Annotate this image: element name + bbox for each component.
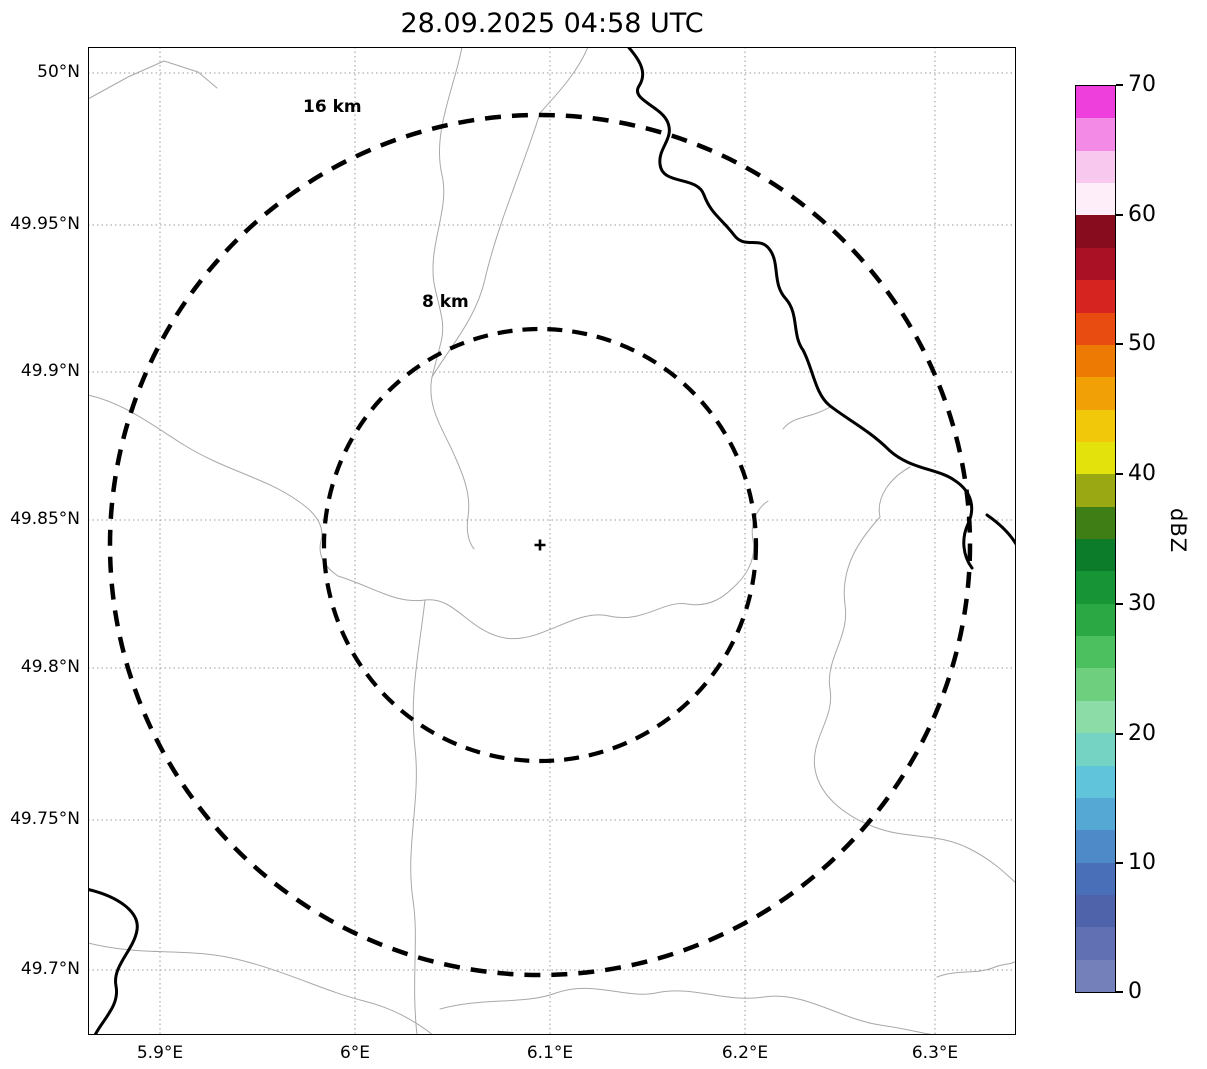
colorbar-segment — [1076, 377, 1115, 410]
boundary-line — [936, 960, 1016, 978]
colorbar-segment — [1076, 247, 1115, 281]
colorbar-segment — [1076, 215, 1115, 248]
graticule-gridlines — [88, 47, 1016, 1035]
colorbar-segment — [1076, 700, 1115, 734]
colorbar-tick — [1116, 343, 1123, 345]
colorbar-tick-label: 60 — [1128, 202, 1156, 227]
inner-ring-label: 8 km — [422, 292, 469, 312]
y-axis-tick-label: 49.7°N — [20, 959, 80, 979]
admin-boundaries — [88, 47, 1016, 1035]
colorbar-segment — [1076, 733, 1115, 766]
boundary-line — [431, 47, 589, 378]
boundary-line — [88, 394, 339, 577]
colorbar-tick-label: 50 — [1128, 331, 1156, 356]
colorbar-tick-label: 40 — [1128, 461, 1156, 486]
outer-ring-label: 16 km — [303, 97, 362, 117]
colorbar-segment — [1076, 344, 1115, 378]
colorbar-tick — [1116, 214, 1123, 216]
colorbar-segment — [1076, 86, 1115, 119]
y-axis-tick-label: 49.75°N — [10, 809, 80, 829]
colorbar-segment — [1076, 474, 1115, 507]
x-axis-tick-label: 6.2°E — [721, 1043, 769, 1063]
y-axis-tick-label: 50°N — [37, 62, 80, 82]
colorbar-segment — [1076, 636, 1115, 669]
plot-title: 28.09.2025 04:58 UTC — [400, 8, 704, 39]
colorbar-segment — [1076, 409, 1115, 442]
range-ring-16km — [107, 112, 973, 978]
colorbar-tick-label: 10 — [1128, 850, 1156, 875]
colorbar-tick-label: 20 — [1128, 721, 1156, 746]
river-line — [88, 887, 139, 1035]
x-axis-tick-label: 6.3°E — [911, 1043, 959, 1063]
boundary-line — [337, 575, 738, 640]
colorbar-segment — [1076, 280, 1115, 313]
colorbar-segment — [1076, 441, 1115, 475]
colorbar-segment — [1076, 571, 1115, 604]
boundary-line — [439, 987, 938, 1035]
colorbar-segment — [1076, 959, 1115, 993]
colorbar-tick — [1116, 473, 1123, 475]
colorbar-segment — [1076, 603, 1115, 637]
colorbar-tick — [1116, 862, 1123, 864]
river-lines — [88, 47, 1016, 1035]
colorbar-tick-label: 30 — [1128, 591, 1156, 616]
y-axis-tick-label: 49.9°N — [20, 361, 80, 381]
colorbar-segment — [1076, 765, 1115, 798]
boundary-line — [430, 47, 475, 550]
colorbar-segment — [1076, 894, 1115, 928]
colorbar-tick — [1116, 84, 1123, 86]
colorbar-segment — [1076, 312, 1115, 345]
colorbar-segment — [1076, 183, 1115, 216]
x-axis-tick-label: 5.9°E — [136, 1043, 184, 1063]
y-axis-tick-label: 49.8°N — [20, 657, 80, 677]
map-plot — [88, 47, 1016, 1035]
range-ring-8km — [321, 326, 759, 764]
boundary-line — [813, 466, 1016, 884]
colorbar-segment — [1076, 539, 1115, 572]
boundary-line — [410, 599, 426, 1035]
boundary-line — [736, 500, 769, 585]
colorbar-axis-label: dBZ — [1166, 508, 1190, 554]
colorbar-tick-label: 0 — [1128, 979, 1142, 1004]
boundary-line — [88, 942, 434, 1035]
river-line — [626, 47, 974, 570]
colorbar-segment — [1076, 150, 1115, 184]
colorbar-segment — [1076, 862, 1115, 895]
colorbar-tick — [1116, 603, 1123, 605]
x-axis-tick-label: 6°E — [339, 1043, 371, 1063]
colorbar-gradient — [1075, 85, 1116, 993]
river-line — [985, 513, 1016, 546]
x-axis-tick-label: 6.1°E — [526, 1043, 574, 1063]
colorbar-segment — [1076, 506, 1115, 540]
boundary-line — [88, 60, 218, 100]
colorbar-tick — [1116, 733, 1123, 735]
colorbar-segment — [1076, 668, 1115, 701]
colorbar-segment — [1076, 927, 1115, 960]
y-axis-tick-label: 49.95°N — [10, 214, 80, 234]
map-svg — [88, 47, 1016, 1035]
colorbar-segment — [1076, 797, 1115, 831]
y-axis-tick-label: 49.85°N — [10, 509, 80, 529]
radar-center-marker — [534, 539, 546, 551]
boundary-line — [782, 406, 831, 430]
colorbar-segment — [1076, 118, 1115, 151]
colorbar-tick-label: 70 — [1128, 72, 1156, 97]
colorbar-segment — [1076, 830, 1115, 863]
colorbar-tick — [1116, 991, 1123, 993]
